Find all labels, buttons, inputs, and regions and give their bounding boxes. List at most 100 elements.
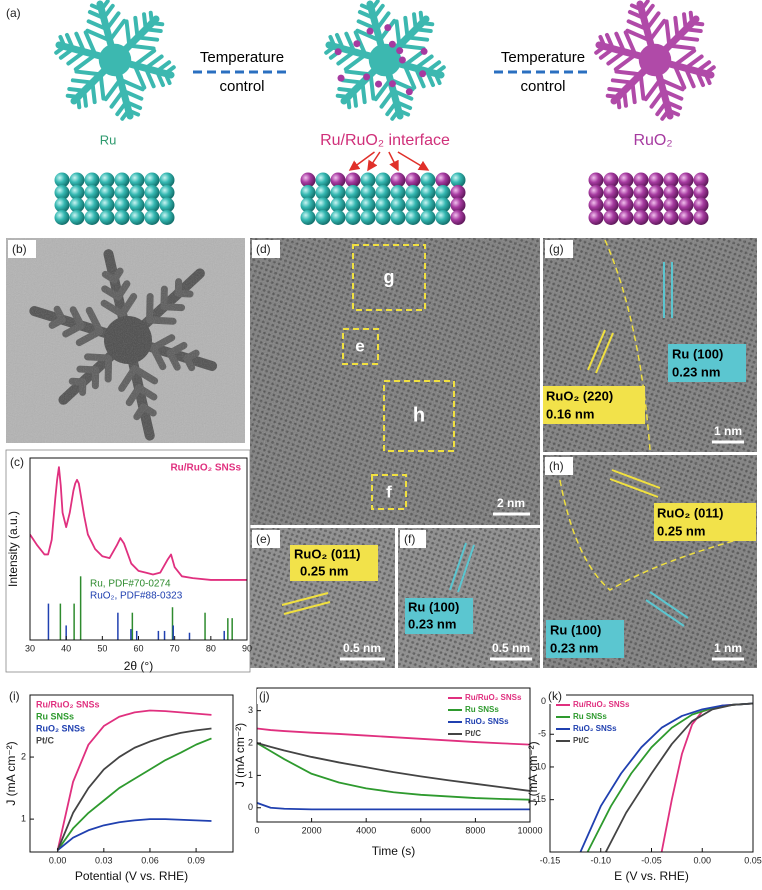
branch [625, 28, 652, 43]
atom [114, 210, 130, 225]
branch [638, 72, 646, 101]
atom [330, 197, 346, 213]
label-bg [545, 240, 573, 258]
reference-name: Ru, PDF#70-0274 [90, 579, 171, 590]
atom [375, 185, 391, 200]
panel-a: (a) Temperature control Temperature cont… [6, 0, 716, 225]
branch [127, 43, 156, 51]
spacing-label: 0.23 nm [672, 364, 720, 379]
branch [425, 69, 436, 88]
legend-label: Ru/RuO₂ SNSs [573, 700, 630, 709]
material-name: RuO₂ [633, 132, 672, 149]
branch [74, 69, 103, 77]
accent [384, 24, 392, 32]
atom [588, 172, 604, 188]
branch [425, 60, 442, 74]
branch [672, 63, 687, 90]
x-axis-label: E (V vs. RHE) [614, 869, 689, 883]
region-label: h [413, 404, 425, 426]
legend-label: RuO₂ SNSs [573, 724, 617, 733]
lattice-line [449, 542, 467, 591]
branch [413, 54, 434, 71]
y-axis-label: J (mA cm⁻²) [4, 741, 18, 805]
atom [420, 197, 436, 213]
branch [394, 100, 413, 111]
branch [328, 34, 337, 49]
atom [450, 210, 466, 225]
branch [613, 52, 638, 72]
branch [344, 31, 357, 54]
snowflake [594, 0, 716, 121]
region-box [342, 328, 379, 365]
label-box [668, 344, 746, 382]
accent [420, 47, 428, 55]
atom [129, 185, 145, 200]
region-box [371, 474, 407, 510]
atom [360, 172, 376, 188]
lattice-line [649, 591, 689, 619]
atom [144, 185, 160, 200]
panel-label: (e) [256, 532, 271, 546]
atom [435, 197, 451, 213]
scale-label: 1 nm [714, 641, 742, 655]
branch [374, 11, 391, 32]
scale-label: 0.5 nm [343, 641, 381, 655]
atom [315, 197, 331, 213]
branch [667, 43, 696, 51]
pointer-arrow [348, 151, 375, 171]
arrow-text: Temperature [200, 49, 284, 66]
branch [120, 108, 131, 121]
panel-label: (d) [256, 242, 271, 256]
atom [588, 185, 604, 200]
branch [58, 46, 75, 60]
label-bg [7, 689, 27, 704]
branch [682, 12, 688, 32]
atom [144, 210, 160, 225]
atom [345, 210, 361, 225]
branch [132, 48, 157, 68]
atom [129, 172, 145, 188]
x-tick-label: 0.05 [744, 855, 762, 865]
x-tick-label: 2000 [302, 825, 322, 835]
branch [390, 108, 401, 121]
branch [703, 71, 712, 86]
atom [54, 197, 70, 213]
atom [360, 197, 376, 213]
atom [633, 172, 649, 188]
branch [403, 15, 410, 40]
lattice-line [283, 601, 331, 615]
accent [388, 40, 396, 48]
axes-frame [29, 457, 248, 641]
branch [336, 49, 357, 66]
atom [663, 210, 679, 225]
branch [641, 3, 655, 20]
series-line [57, 818, 212, 851]
x-tick-label: 30 [25, 643, 35, 653]
lattice-line [587, 329, 606, 371]
atom [360, 210, 376, 225]
atom [648, 197, 664, 213]
pointer-arrow [388, 151, 399, 172]
accent [353, 40, 361, 48]
atom [69, 210, 85, 225]
atom [648, 172, 664, 188]
branch [65, 93, 81, 99]
lattice-line [611, 469, 661, 489]
branch [658, 77, 685, 92]
branch [86, 19, 109, 32]
material-name: Ru [100, 132, 117, 147]
atom [99, 197, 115, 213]
atom [315, 210, 331, 225]
branch [397, 43, 426, 51]
accent [375, 80, 383, 88]
atom [330, 172, 346, 188]
series-line [56, 727, 212, 851]
atom [114, 172, 130, 188]
legend-label: Ru SNSs [573, 712, 607, 721]
atom [678, 185, 694, 200]
panel-label: (c) [10, 455, 24, 469]
branch [639, 0, 650, 12]
atom [330, 210, 346, 225]
